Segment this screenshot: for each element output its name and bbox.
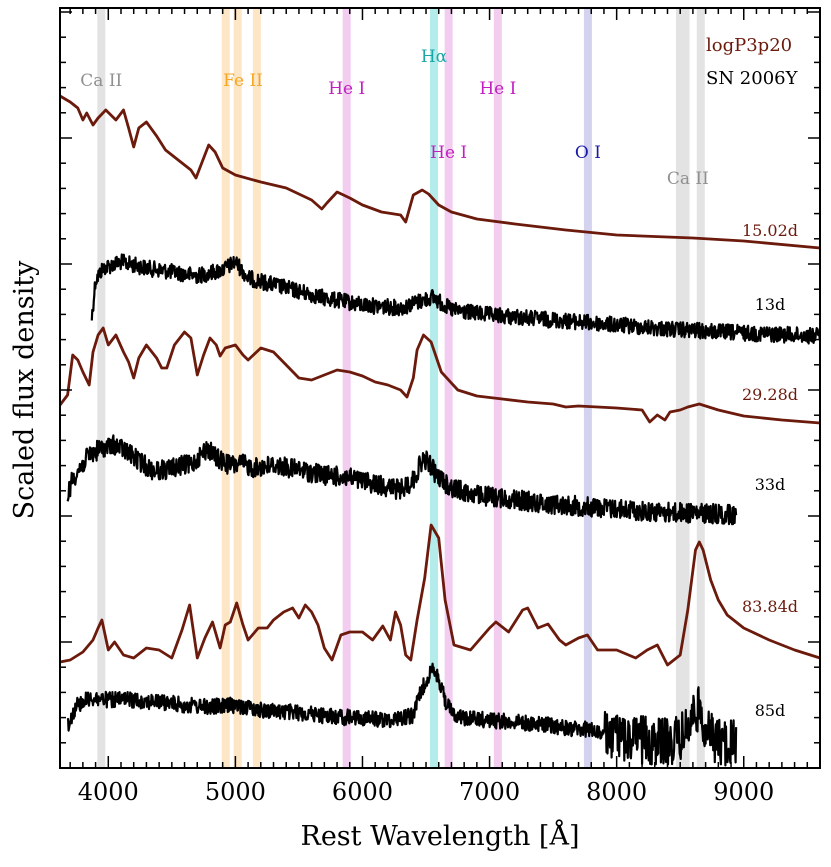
line-id-label-3: Hα [421,47,448,67]
epoch-label-0: 15.02d [742,221,798,240]
legend-observed: SN 2006Y [706,68,799,89]
series-line-2 [58,326,821,425]
band-6-0 [583,8,592,768]
band-5-0 [493,8,502,768]
series-line-1 [90,253,821,345]
x-tick-label-5000: 5000 [205,778,266,806]
x-tick-label-9000: 9000 [713,778,774,806]
series-line-4 [59,523,821,667]
x-tick-label-8000: 8000 [586,778,647,806]
band-1-0 [221,8,230,768]
x-axis-label: Rest Wavelength [Å] [300,819,579,852]
line-id-label-2: He I [328,79,365,99]
band-7-1 [681,8,690,768]
plot-frame [59,7,821,769]
epoch-label-3: 33d [755,475,786,494]
series-line-0 [59,94,821,250]
legend: logP3p20 SN 2006Y [706,35,799,89]
band-1-1 [233,8,242,768]
line-id-label-5: He I [479,79,516,99]
epoch-label-1: 13d [755,295,786,314]
y-axis-label: Scaled flux density [9,260,40,519]
epoch-labels: 15.02d 13d 29.28d 33d 83.84d 85d [742,221,798,720]
line-id-label-0: Ca II [80,71,122,91]
legend-model: logP3p20 [706,35,792,56]
epoch-label-2: 29.28d [742,385,798,404]
band-0-0 [97,8,106,768]
x-tick-label-4000: 4000 [78,778,139,806]
line-id-label-4: He I [430,143,467,163]
band-3-0 [430,8,439,768]
spectra-series [58,94,821,767]
band-4-0 [444,8,453,768]
epoch-label-5: 85d [755,701,786,720]
x-tick-label-7000: 7000 [459,778,520,806]
line-id-label-1: Fe II [223,71,263,91]
axis-ticks: 4000 5000 6000 7000 8000 9000 [60,8,821,806]
epoch-label-4: 83.84d [742,597,798,616]
series-line-3 [66,434,738,526]
line-id-labels: Ca II Fe II He I Hα He I He I O I Ca II [80,47,709,189]
x-tick-label-6000: 6000 [332,778,393,806]
line-id-bands [97,8,705,768]
line-id-label-7: Ca II [667,169,709,189]
band-1-2 [252,8,261,768]
band-7-2 [696,8,705,768]
band-2-0 [342,8,351,768]
band-7-0 [675,8,684,768]
series-line-5 [66,662,738,767]
line-id-label-6: O I [575,143,601,163]
